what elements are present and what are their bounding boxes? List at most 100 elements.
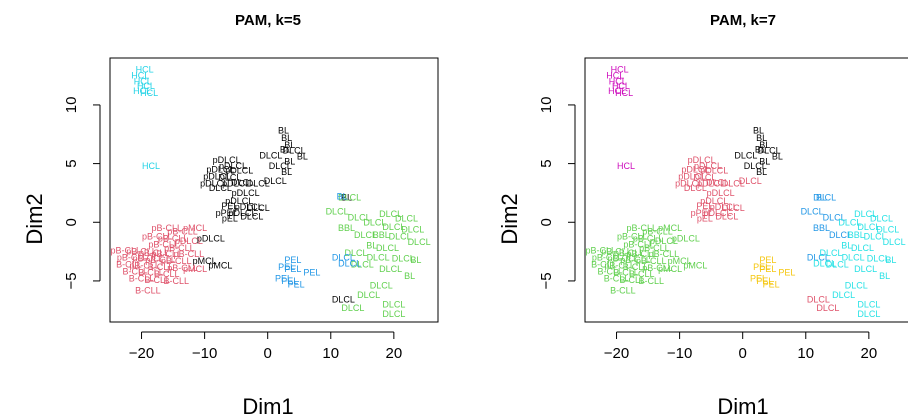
data-point: DLCL bbox=[842, 252, 865, 262]
data-point: pDLCL bbox=[197, 234, 225, 244]
x-tick-label: 0 bbox=[264, 345, 272, 362]
data-point: B-CLL bbox=[135, 285, 161, 295]
data-point: DLCL bbox=[240, 211, 263, 221]
data-point: BBL bbox=[373, 230, 390, 240]
data-point: pDLCL bbox=[688, 155, 716, 165]
data-point: DLCL bbox=[857, 222, 880, 232]
data-point: DLCL bbox=[401, 224, 424, 234]
data-point: DLCL bbox=[395, 214, 418, 224]
data-point: B-CLL bbox=[638, 276, 664, 286]
data-point: pDLCL bbox=[703, 208, 731, 218]
data-point: HCL bbox=[140, 88, 158, 98]
data-point: DLCL bbox=[259, 150, 282, 160]
data-point: DLCL bbox=[376, 243, 399, 253]
axis-ticks: −20 −10 0 10 20 −5 0 5 10 bbox=[538, 97, 877, 362]
data-point: BBL bbox=[813, 223, 830, 233]
data-point: BL bbox=[366, 241, 377, 251]
data-point: pB-CLL bbox=[139, 248, 170, 258]
data-point: DLCL bbox=[231, 177, 254, 187]
points-layer: HCLHCLHCLHCLHCLHCLHCLBLBLBLDLCLBLBLDLCLB… bbox=[586, 65, 906, 319]
data-point: HCL bbox=[137, 81, 155, 91]
data-point: DLCL bbox=[326, 207, 349, 217]
data-point: HCL bbox=[606, 71, 624, 81]
y-tick-label: 5 bbox=[63, 159, 80, 167]
data-point: PEL bbox=[696, 201, 713, 211]
data-point: B-CLL bbox=[154, 269, 180, 279]
data-point: DLCL bbox=[389, 231, 412, 241]
data-point: PEL bbox=[288, 279, 305, 289]
data-point: DLCL bbox=[348, 213, 371, 223]
data-point: pB-CLL bbox=[639, 243, 670, 253]
data-point: B-CLL bbox=[620, 275, 646, 285]
data-point: DLCL bbox=[209, 183, 232, 193]
data-point: B-CLL bbox=[138, 268, 164, 278]
data-point: pB-CLL bbox=[642, 227, 673, 237]
data-point: DLCL bbox=[382, 309, 405, 319]
data-point: DLCL bbox=[845, 281, 868, 291]
data-point: pB-CLL bbox=[642, 263, 673, 273]
plot-frame bbox=[584, 57, 908, 323]
data-point: pB-CLL bbox=[649, 249, 680, 259]
data-point: PEL bbox=[284, 264, 301, 274]
data-point: PEL bbox=[750, 274, 767, 284]
x-tick-label: 10 bbox=[797, 345, 814, 362]
data-point: DLCL bbox=[807, 295, 830, 305]
data-point: pB-CLL bbox=[633, 234, 664, 244]
data-point: pDLCL bbox=[710, 202, 738, 212]
data-point: DLCL bbox=[684, 183, 707, 193]
data-point: pB-CLL bbox=[601, 247, 632, 257]
data-point: B-CLL bbox=[629, 269, 655, 279]
data-point: DLCL bbox=[851, 243, 874, 253]
data-point: BL bbox=[281, 133, 292, 143]
data-point: DLCL bbox=[801, 207, 824, 217]
data-point: DLCL bbox=[722, 179, 745, 189]
data-point: pDLCL bbox=[707, 188, 735, 198]
data-point: PEL bbox=[756, 276, 773, 286]
data-point: pDLCL bbox=[675, 179, 703, 189]
data-point: DLCL bbox=[408, 237, 431, 247]
data-point: pDLCL bbox=[203, 172, 231, 182]
data-point: pEL bbox=[697, 214, 713, 224]
data-point: PEL bbox=[778, 268, 795, 278]
data-point: B-CLL bbox=[145, 275, 171, 285]
data-point: pB-CLL bbox=[167, 263, 198, 273]
data-point: DLCL bbox=[823, 213, 846, 223]
data-point: DLCL bbox=[283, 146, 306, 156]
data-point: pB-CLL bbox=[604, 261, 635, 271]
data-point: BL bbox=[885, 255, 896, 265]
data-point: HCL bbox=[131, 71, 149, 81]
data-point: B-CLL bbox=[122, 267, 148, 277]
data-point: DLCL bbox=[264, 176, 287, 186]
data-point: pB-CLL bbox=[608, 254, 639, 264]
data-point: B-CLL bbox=[623, 262, 649, 272]
data-point: HCL bbox=[608, 86, 626, 96]
data-point: PEL bbox=[759, 255, 776, 265]
data-point: DLCL bbox=[247, 203, 270, 213]
data-point: DLCL bbox=[832, 290, 855, 300]
data-point: DLCL bbox=[354, 230, 377, 240]
data-point: pDLCL bbox=[678, 172, 706, 182]
points-layer: HCLHCLHCLHCLHCLHCLHCLBLBLBLDLCLBLBLDLCLB… bbox=[111, 65, 431, 319]
data-point: pDLCL bbox=[225, 166, 253, 176]
data-point: B-CLL bbox=[597, 267, 623, 277]
data-point: pB-CLL bbox=[111, 245, 142, 255]
x-axis-label: Dim1 bbox=[242, 394, 293, 419]
data-point: DLCL bbox=[706, 177, 729, 187]
y-tick-label: 5 bbox=[538, 159, 555, 167]
data-point: PEL bbox=[281, 276, 298, 286]
data-point: DLCL bbox=[338, 193, 361, 203]
data-point: BL bbox=[756, 167, 767, 177]
data-point: DLCL bbox=[734, 150, 757, 160]
data-point: pPEL bbox=[216, 208, 238, 218]
data-point: DLCL bbox=[857, 299, 880, 309]
y-tick-label: 10 bbox=[538, 97, 555, 114]
data-point: DLCL bbox=[370, 281, 393, 291]
data-point: pB-CLL bbox=[145, 255, 176, 265]
data-point: BL bbox=[280, 145, 291, 155]
data-point: DLCL bbox=[693, 173, 716, 183]
data-point: DLCL bbox=[826, 260, 849, 270]
data-point: DLCL bbox=[392, 254, 415, 264]
data-point: BL bbox=[284, 156, 295, 166]
data-point: DLCL bbox=[829, 230, 852, 240]
